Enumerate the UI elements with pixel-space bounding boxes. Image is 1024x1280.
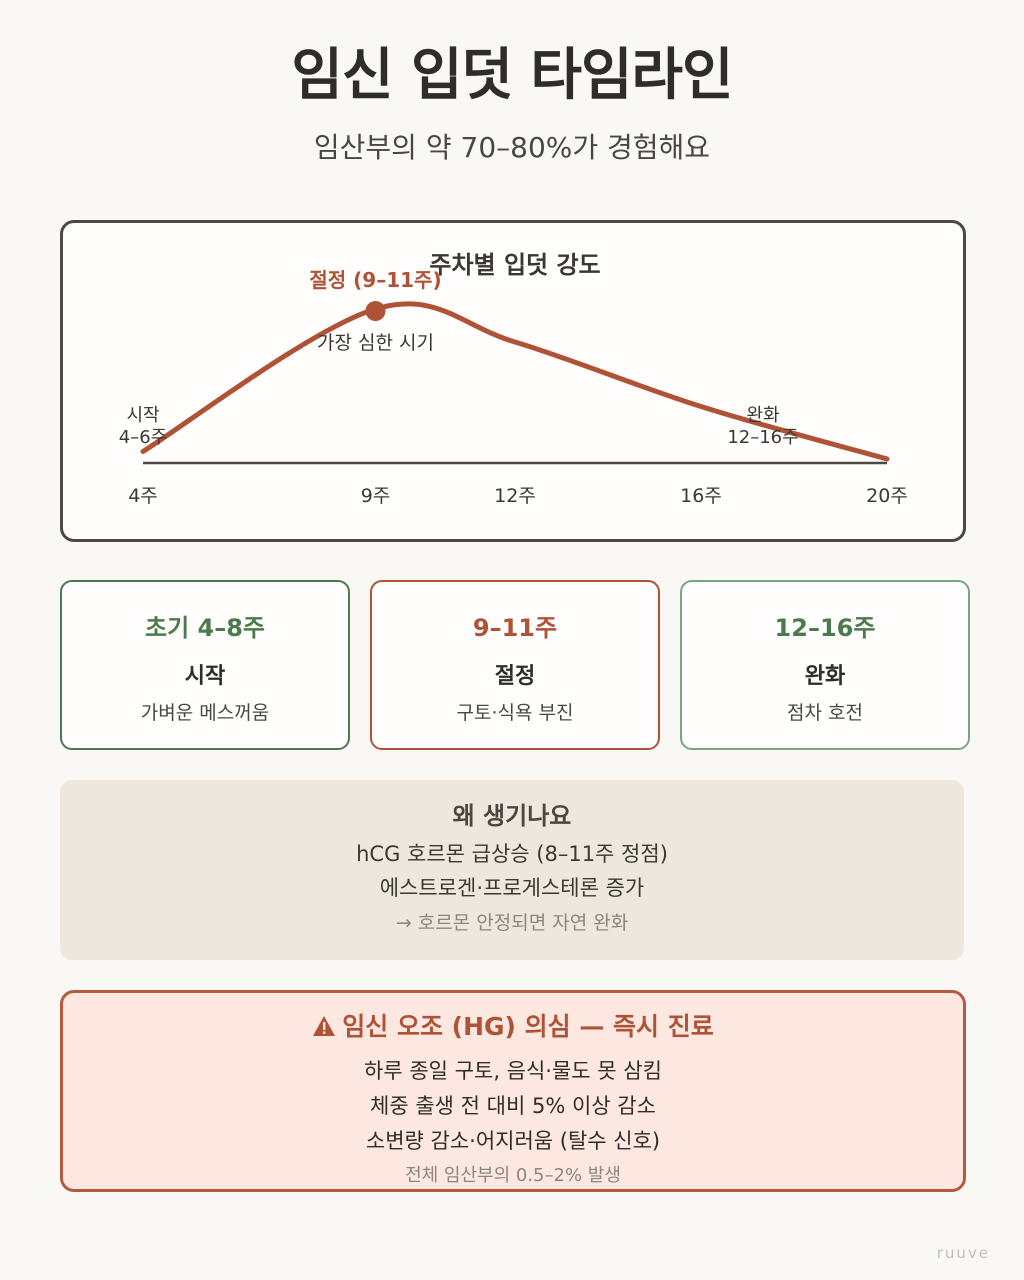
- chart-title: 주차별 입덧 강도: [429, 251, 600, 279]
- chart-card: 주차별 입덧 강도 절정 (9–11주) 가장 심한 시기 시작 4–6주 완화…: [60, 220, 966, 542]
- nausea-intensity-chart: 주차별 입덧 강도 절정 (9–11주) 가장 심한 시기 시작 4–6주 완화…: [119, 251, 908, 507]
- cause-line: hCG 호르몬 급상승 (8–11주 정점): [356, 842, 668, 866]
- stage-card-peak: 9–11주 절정 구토·식욕 부진: [370, 580, 660, 750]
- stage-desc: 가벼운 메스꺼움: [140, 702, 270, 724]
- warning-icon: [312, 1012, 336, 1041]
- warning-line: 소변량 감소·어지러움 (탈수 신호): [365, 1129, 661, 1153]
- stage-period: 초기 4–8주: [145, 614, 265, 642]
- cause-title: 왜 생기나요: [452, 802, 572, 830]
- stage-desc: 구토·식욕 부진: [456, 702, 574, 724]
- stage-name: 절정: [494, 664, 536, 689]
- page-title: 임신 입덧 타임라인: [291, 43, 733, 108]
- x-tick-label: 12주: [494, 485, 536, 507]
- stage-period: 9–11주: [472, 614, 558, 642]
- x-tick-label: 9주: [361, 485, 391, 507]
- x-tick-label: 4주: [128, 485, 158, 507]
- x-tick-label: 20주: [866, 485, 908, 507]
- cause-line: 에스트로겐·프로게스테론 증가: [379, 876, 645, 900]
- stage-name: 완화: [804, 664, 846, 689]
- x-tick-label: 16주: [680, 485, 722, 507]
- stage-name: 시작: [184, 664, 226, 689]
- stage-card-early: 초기 4–8주 시작 가벼운 메스꺼움: [60, 580, 350, 750]
- peak-marker: [365, 301, 386, 321]
- relief-annotation-line1: 완화: [746, 405, 779, 426]
- warning-title: 임신 오조 (HG) 의심 — 즉시 진료: [342, 1012, 714, 1041]
- stage-period: 12–16주: [774, 614, 876, 642]
- stage-card-relief: 12–16주 완화 점차 호전: [680, 580, 970, 750]
- brand-watermark: ruuve: [936, 1244, 990, 1262]
- intensity-curve: [140, 301, 890, 462]
- page-subtitle: 임산부의 약 70–80%가 경험해요: [313, 131, 711, 164]
- warning-line: 체중 출생 전 대비 5% 이상 감소: [370, 1094, 656, 1118]
- peak-note: 가장 심한 시기: [317, 332, 434, 354]
- start-annotation-line2: 4–6주: [119, 427, 167, 448]
- warning-title-row: 임신 오조 (HG) 의심 — 즉시 진료: [63, 1007, 963, 1043]
- cause-card: 왜 생기나요 hCG 호르몬 급상승 (8–11주 정점) 에스트로겐·프로게스…: [60, 780, 964, 960]
- stage-desc: 점차 호전: [787, 702, 863, 724]
- relief-annotation-line2: 12–16주: [727, 427, 798, 448]
- warning-note: 전체 임산부의 0.5–2% 발생: [405, 1165, 621, 1186]
- start-annotation-line1: 시작: [126, 405, 159, 426]
- cause-note: → 호르몬 안정되면 자연 완화: [395, 912, 629, 934]
- peak-label: 절정 (9–11주): [309, 268, 441, 292]
- warning-card: 임신 오조 (HG) 의심 — 즉시 진료 하루 종일 구토, 음식·물도 못 …: [60, 990, 966, 1192]
- warning-line: 하루 종일 구토, 음식·물도 못 삼킴: [364, 1059, 662, 1083]
